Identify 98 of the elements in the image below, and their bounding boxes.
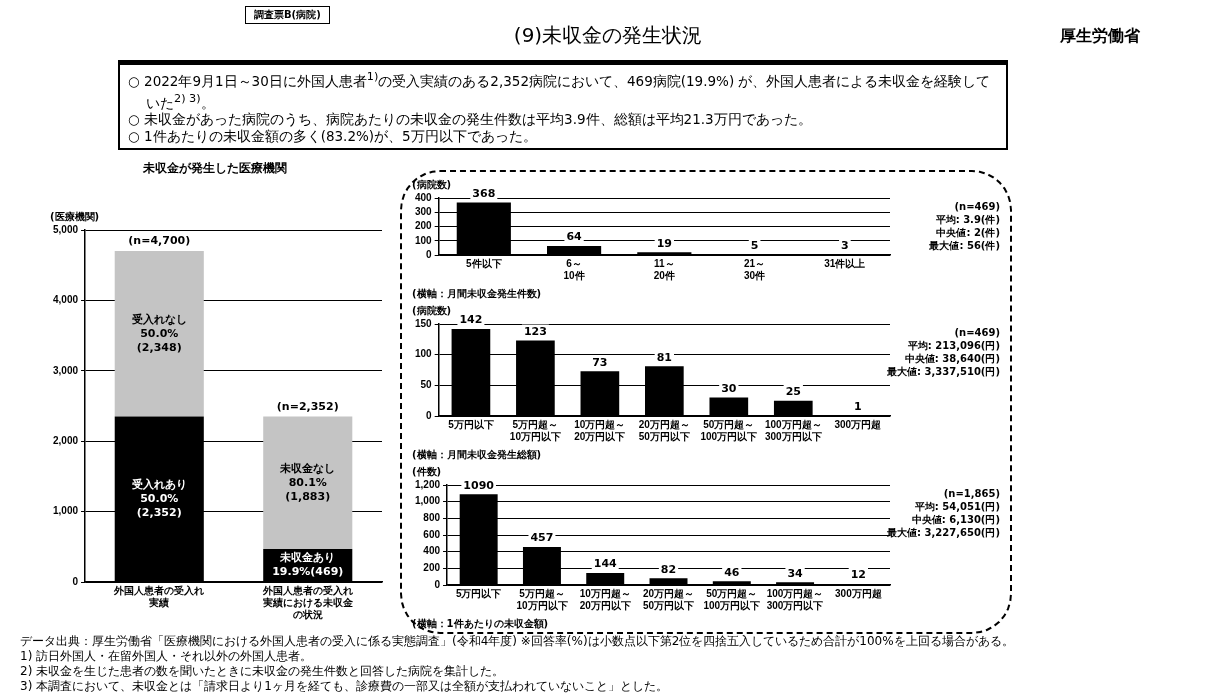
chart-title: 未収金が発生した医療機関 [142, 160, 288, 177]
y-tick-label: 2,000 [52, 434, 79, 446]
data-label: 142 [459, 313, 483, 327]
text: (n=1,865) [943, 488, 1000, 499]
y-tick-label: 4,000 [52, 294, 79, 306]
y-tick-label: 1,000 [414, 495, 441, 507]
x-tick-label: 10万円超～20万円以下 [574, 418, 626, 442]
data-label: 123 [523, 324, 547, 338]
y-tick-label: 300 [415, 206, 433, 217]
y-tick-label: 0 [72, 575, 79, 587]
y-tick-label: 100 [415, 234, 433, 246]
y-tick-label: 150 [415, 317, 433, 329]
text: 最大値: 56(件) [929, 240, 1000, 251]
x-tick-label: 5万円超～10万円以下 [509, 418, 561, 442]
data-label: 受入れあり 50.0% (2,352) [130, 477, 187, 519]
y-axis-title: (件数) [412, 465, 442, 479]
y-tick-label: 200 [423, 562, 441, 574]
y-tick-label: 200 [415, 220, 433, 232]
x-tick-label: 5万円以下 [455, 587, 502, 599]
x-tick-label: 外国人患者の受入れ実績 [113, 584, 205, 608]
data-label: 82 [660, 562, 677, 576]
x-tick-label: 20万円超～50万円以下 [642, 587, 695, 611]
x-tick-label: 100万円超～300万円以下 [766, 587, 824, 611]
bar [114, 251, 204, 417]
data-label: 81 [656, 350, 672, 364]
data-label: 34 [787, 566, 804, 580]
text: 平均: 3.9(件) [935, 214, 1000, 225]
x-tick-label: 5件以下 [466, 257, 502, 269]
y-tick-label: 3,000 [52, 364, 79, 376]
y-tick-label: 100 [415, 348, 433, 360]
x-tick-label: 21～30件 [744, 257, 766, 281]
annotation: 最大値: 3,337,510(円) [887, 366, 1000, 377]
data-label: 73 [592, 355, 608, 369]
text: 中央値: 2(件) [936, 227, 1000, 238]
data-label: 12 [850, 568, 867, 582]
x-tick-label: 外国人患者の受入れ実績における未収金の状況 [261, 584, 354, 620]
text: ○ 2022年9月1日～30日に外国人患者$^{1)}$の受入実績のある2,352病院において、469病院(19.9%) が、外国人患者による未収金を経験していた$^{2) 3)}$。 [128, 70, 991, 110]
data-label: 30 [721, 381, 737, 395]
text: (n=469) [954, 327, 1000, 338]
x-tick-label: 10万円超～20万円以下 [579, 587, 631, 611]
x-axis-title: (横軸：月間未収金発生件数) [412, 287, 542, 301]
x-axis-title: (横軸：月間未収金発生総額) [412, 448, 542, 462]
data-label: 未収金あり 19.9%(469) [272, 551, 344, 579]
data-label: 144 [593, 557, 618, 571]
text: (n=469) [954, 201, 1000, 212]
text: 調査票B(病院) [245, 6, 330, 24]
x-tick-label: 11～20件 [653, 257, 675, 281]
y-tick-label: 1,200 [414, 478, 441, 490]
text: 平均: 54,051(円) [914, 501, 1000, 512]
data-label: 25 [785, 385, 801, 399]
bar [263, 416, 353, 549]
text: データ出典：厚生労働省「医療機関における外国人患者の受入に係る実態調査」(令和4年度) ※回答率(%)は小数点以下第2位を四捨五入しているため合計が100%を上回る場合がある。 [20, 634, 1015, 649]
y-tick-label: 600 [423, 528, 441, 540]
data-label: 1090 [463, 478, 495, 492]
data-label: 457 [530, 531, 554, 545]
data-label: 5 [750, 238, 759, 252]
y-tick-label: 400 [423, 545, 441, 557]
data-label: 64 [566, 230, 583, 244]
y-tick-label: 5,000 [52, 223, 79, 235]
text: 平均: 213,096(円) [907, 340, 1000, 351]
y-tick-label: 0 [434, 578, 441, 590]
x-tick-label: 31件以上 [824, 257, 866, 269]
y-tick-label: 800 [423, 512, 441, 524]
x-tick-label: 50万円超～100万円以下 [703, 587, 761, 611]
text: 厚生労働省 [1060, 26, 1140, 47]
x-tick-label: 100万円超～300万円以下 [764, 418, 822, 442]
y-tick-label: 0 [426, 248, 433, 260]
x-tick-label: 5万円超～10万円以下 [516, 587, 568, 611]
total-label: (n=4,700) [128, 234, 191, 248]
text: 2) 未収金を生じた患者の数を聞いたときに未収金の発生件数と回答した病院を集計した。 [20, 664, 506, 679]
x-tick-label: 300万円超 [835, 587, 882, 599]
x-tick-label: 50万円超～100万円以下 [700, 418, 758, 442]
text: 1) 訪日外国人・在留外国人・それ以外の外国人患者。 [20, 649, 314, 664]
y-axis-title: (医療機関) [50, 210, 100, 224]
text: 中央値: 6,130(円) [911, 514, 1000, 525]
text: 中央値: 38,640(円) [904, 353, 1000, 364]
data-label: 46 [724, 565, 740, 579]
x-tick-label: 300万円超 [834, 418, 882, 430]
y-tick-label: 0 [426, 409, 433, 421]
text: ○ 未収金があった病院のうち、病院あたりの未収金の発生件数は平均3.9件、総額は平均21.3万円であった。 [128, 111, 813, 128]
x-tick-label: 6～10件 [563, 257, 585, 281]
text: 3) 本調査において、未収金とは「請求日より1ヶ月を経ても、診療費の一部又は全額が支払われていないこと」とした。 [20, 679, 669, 694]
x-tick-label: 5万円以下 [448, 418, 494, 430]
data-label: 3 [841, 238, 849, 252]
y-tick-label: 400 [415, 191, 433, 203]
text: (9)未収金の発生状況 [513, 23, 703, 47]
text: ○ 1件あたりの未収金額の多く(83.2%)が、5万円以下であった。 [128, 128, 538, 145]
x-tick-label: 20万円超～50万円以下 [638, 418, 690, 442]
total-label: (n=2,352) [276, 399, 339, 413]
data-label: 1 [853, 399, 862, 413]
annotation: 最大値: 3,227,650(円) [887, 527, 1000, 538]
data-label: 未収金なし 80.1% (1,883) [279, 461, 336, 503]
y-axis-title: (病院数) [412, 304, 452, 318]
y-tick-label: 50 [420, 379, 433, 391]
data-label: 19 [656, 236, 672, 250]
data-label: 受入れなし 50.0% (2,348) [130, 312, 187, 354]
data-label: 368 [472, 186, 496, 200]
y-tick-label: 1,000 [52, 505, 79, 517]
